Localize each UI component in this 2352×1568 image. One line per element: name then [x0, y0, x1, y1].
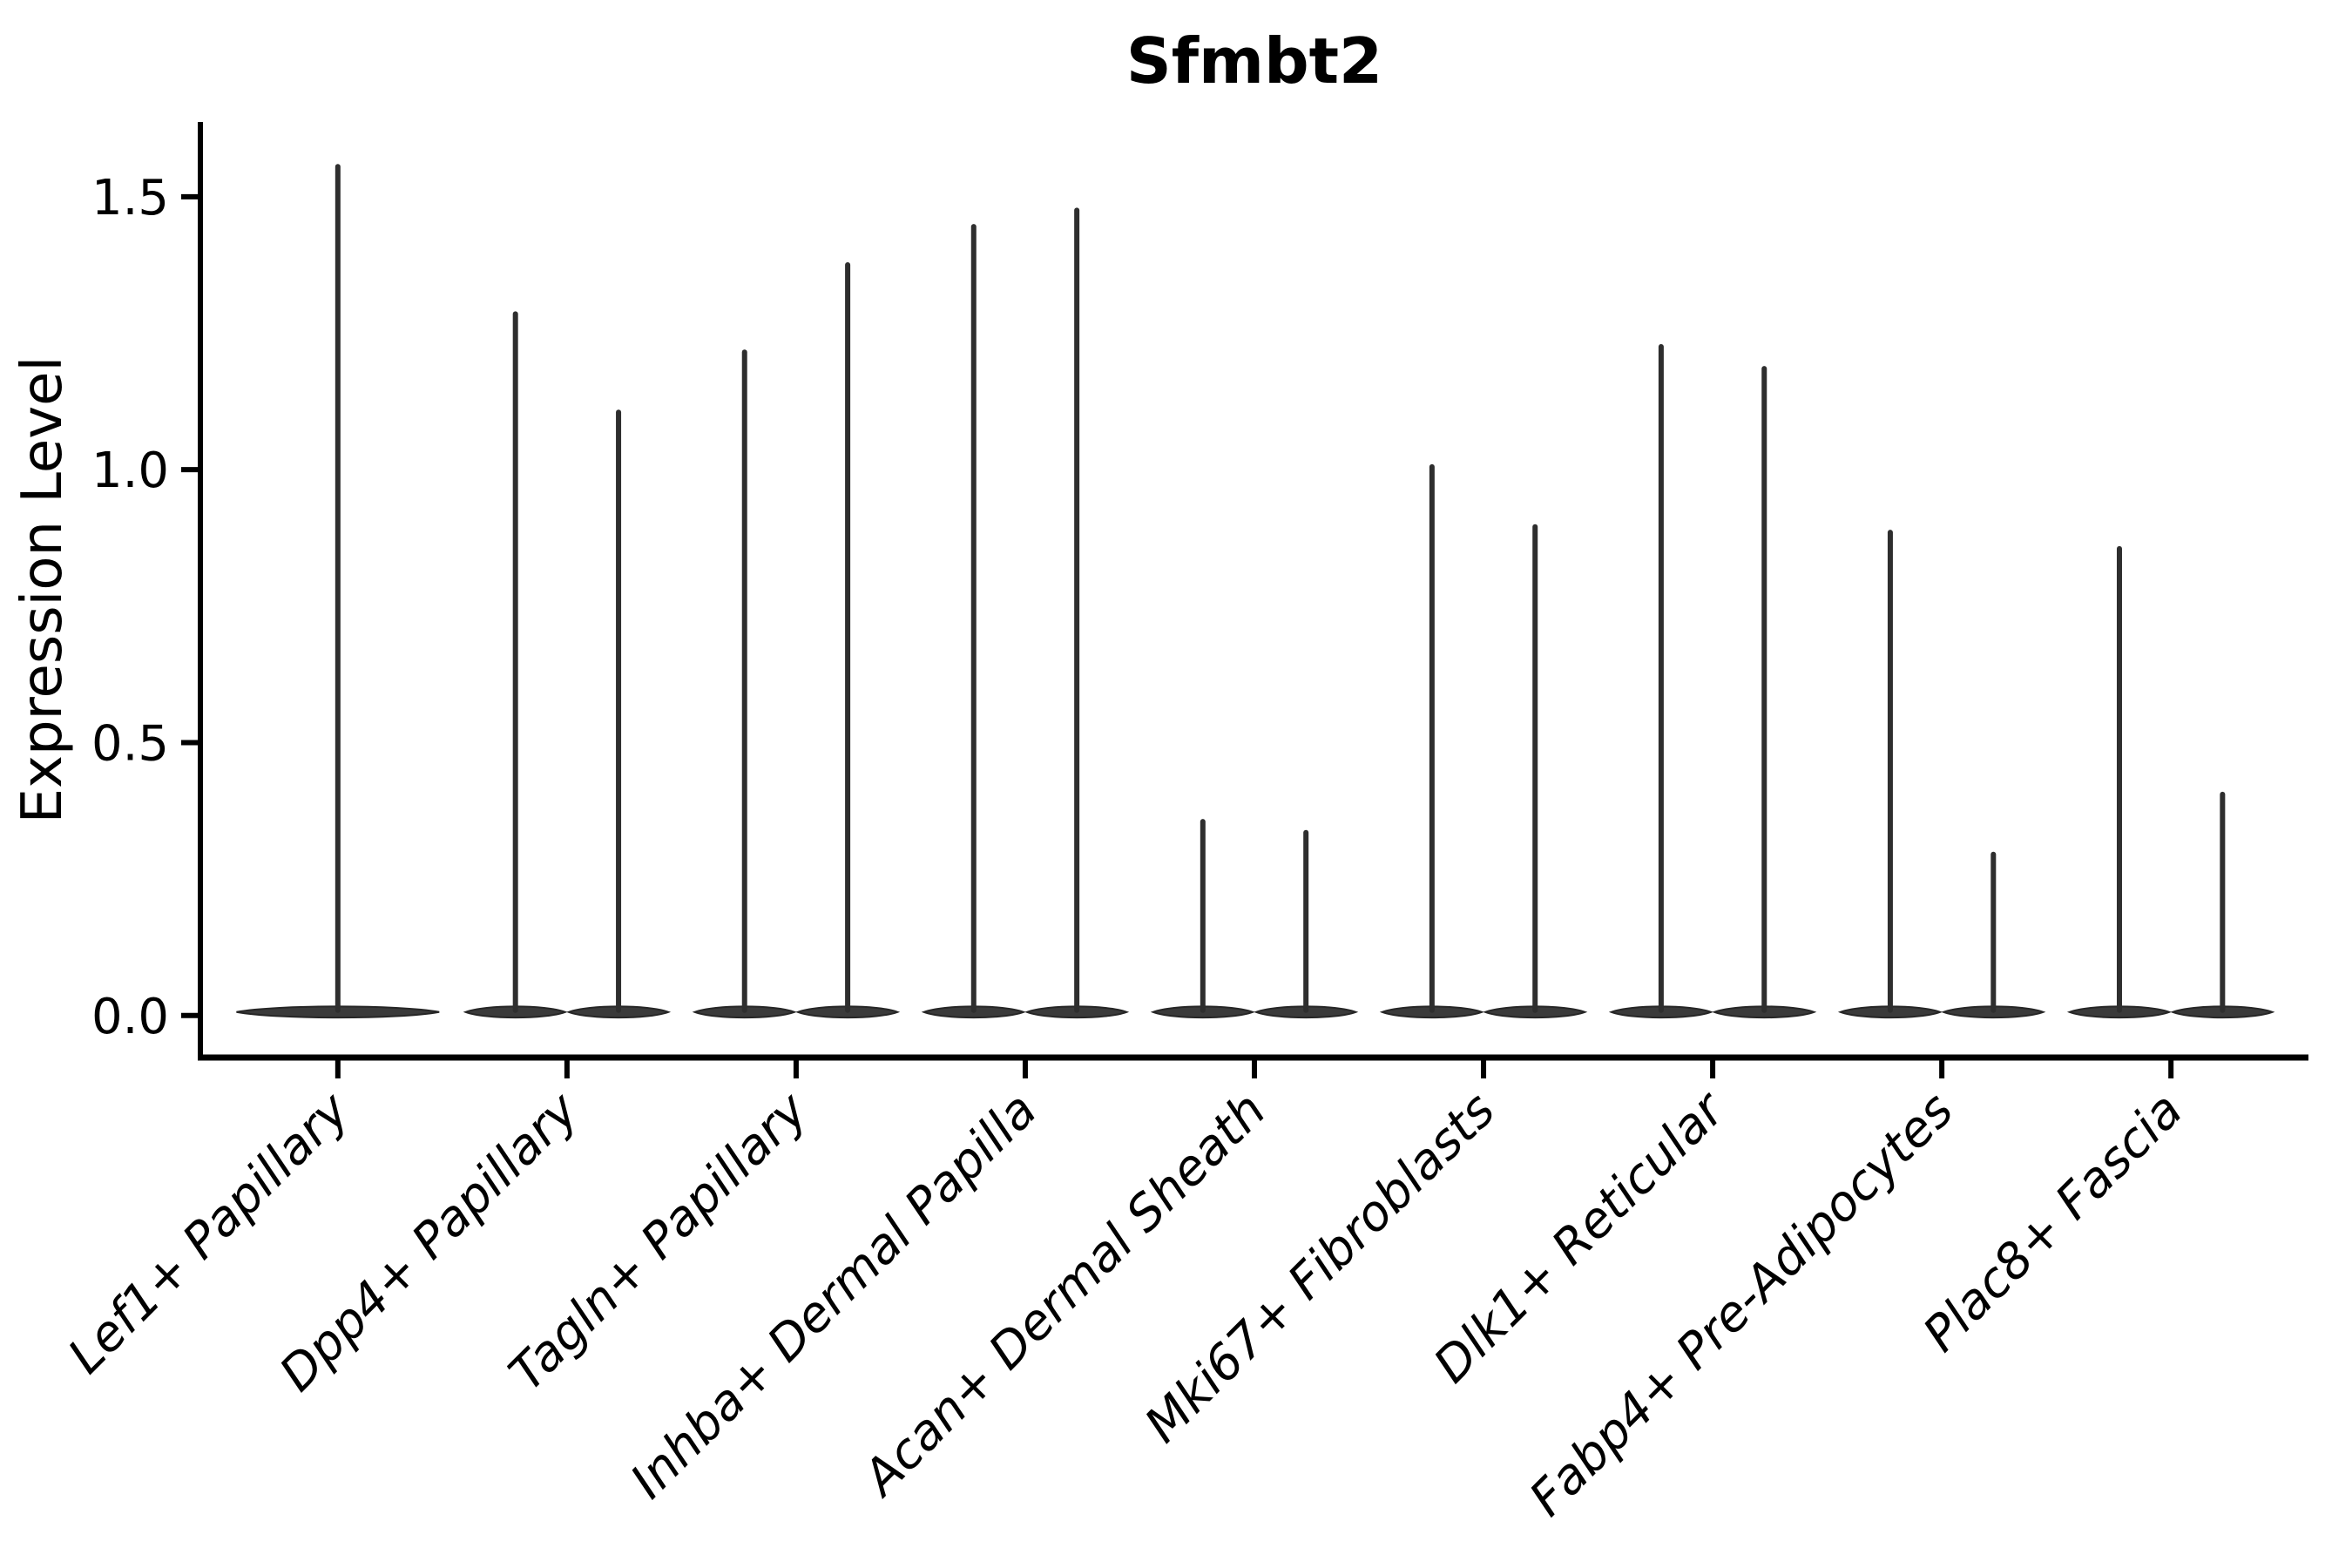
chart-title: Sfmbt2	[1126, 24, 1382, 98]
violin-layer	[236, 164, 2275, 1019]
y-tick-label: 0.5	[91, 715, 169, 772]
y-tick-label: 1.0	[91, 443, 169, 499]
y-axis-label: Expression Level	[10, 356, 75, 824]
y-tick-label: 1.5	[91, 170, 169, 226]
y-tick-label: 0.0	[91, 989, 169, 1045]
